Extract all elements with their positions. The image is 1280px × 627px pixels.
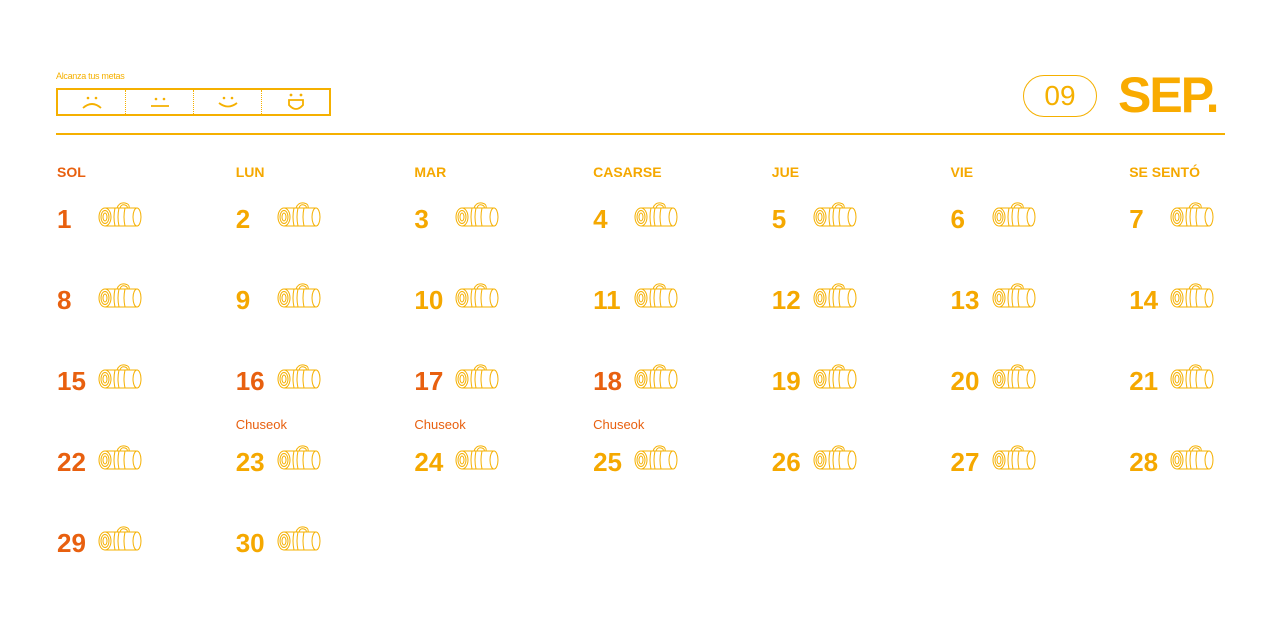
sad-face-icon: [81, 96, 102, 109]
day-number: 2: [235, 204, 251, 234]
day-number: 23: [235, 447, 265, 477]
yoga-mat-icon: [633, 445, 679, 476]
yoga-mat-icon: [454, 202, 500, 233]
yoga-mat-icon: [812, 445, 858, 476]
holiday-label: Chuseok: [235, 417, 287, 432]
yoga-mat-icon: [276, 283, 322, 314]
yoga-mat-icon: [812, 202, 858, 233]
yoga-mat-icon: [1169, 445, 1215, 476]
day-number: 14: [1129, 285, 1159, 315]
day-number: 15: [57, 366, 86, 396]
day-number: 10: [414, 285, 444, 315]
yoga-mat-icon: [97, 445, 143, 476]
yoga-mat-icon: [1169, 364, 1215, 395]
day-number: 8: [57, 285, 72, 315]
holiday-label: Chuseok: [593, 417, 645, 432]
yoga-mat-icon: [454, 283, 500, 314]
neutral-face-icon: [150, 97, 169, 107]
mood-sad[interactable]: [58, 90, 126, 114]
weekday-header: SE SENTÓ: [1129, 164, 1200, 180]
weekday-header: MAR: [414, 164, 447, 180]
month-name: SEP.: [1118, 67, 1219, 123]
smile-face-icon: [217, 96, 238, 108]
day-number: 26: [771, 447, 801, 477]
day-number: 12: [771, 285, 801, 315]
yoga-mat-icon: [812, 283, 858, 314]
day-number: 11: [593, 285, 621, 315]
yoga-mat-icon: [276, 445, 322, 476]
day-number: 16: [235, 366, 265, 396]
laugh-face-icon: [287, 93, 304, 110]
holiday-label: Chuseok: [414, 417, 466, 432]
yoga-mat-icon: [991, 445, 1037, 476]
yoga-mat-icon: [991, 364, 1037, 395]
weekday-header: SOL: [57, 164, 86, 180]
yoga-mat-icon: [97, 526, 143, 557]
mood-tracker: [56, 88, 331, 116]
tagline: Alcanza tus metas: [56, 71, 125, 81]
yoga-mat-icon: [97, 202, 143, 233]
day-number: 13: [950, 285, 980, 315]
yoga-mat-icon: [276, 202, 322, 233]
day-number: 30: [235, 528, 265, 558]
day-number: 5: [771, 204, 787, 234]
weekday-header: JUE: [771, 164, 800, 180]
weekday-header: LUN: [235, 164, 265, 180]
yoga-mat-icon: [454, 445, 500, 476]
day-number: 25: [593, 447, 623, 477]
day-number: 6: [950, 204, 965, 234]
yoga-mat-icon: [633, 202, 679, 233]
day-number: 21: [1129, 366, 1159, 396]
day-number: 18: [593, 366, 623, 396]
day-number: 4: [593, 204, 608, 234]
mood-laugh[interactable]: [262, 90, 329, 114]
day-number: 1: [57, 204, 72, 234]
day-number: 22: [57, 447, 86, 477]
mood-neutral[interactable]: [126, 90, 194, 114]
yoga-mat-icon: [276, 364, 322, 395]
yoga-mat-icon: [633, 283, 679, 314]
yoga-mat-icon: [276, 526, 322, 557]
yoga-mat-icon: [97, 283, 143, 314]
day-number: 19: [771, 366, 801, 396]
yoga-mat-icon: [454, 364, 500, 395]
day-number: 20: [950, 366, 980, 396]
weekday-header: VIE: [950, 164, 974, 180]
yoga-mat-icon: [97, 364, 143, 395]
yoga-mat-icon: [1169, 283, 1215, 314]
day-number: 24: [414, 447, 444, 477]
day-number: 7: [1129, 204, 1144, 234]
header-divider: [56, 133, 1225, 135]
day-number: 17: [414, 366, 444, 396]
yoga-mat-icon: [633, 364, 679, 395]
yoga-mat-icon: [991, 283, 1037, 314]
yoga-mat-icon: [1169, 202, 1215, 233]
month-number: 09: [1023, 75, 1097, 117]
day-number: 27: [950, 447, 980, 477]
day-number: 3: [414, 204, 429, 234]
day-number: 28: [1129, 447, 1159, 477]
weekday-header: CASARSE: [593, 164, 662, 180]
day-number: 9: [235, 285, 251, 315]
yoga-mat-icon: [812, 364, 858, 395]
mood-smile[interactable]: [194, 90, 262, 114]
day-number: 29: [57, 528, 86, 558]
yoga-mat-icon: [991, 202, 1037, 233]
